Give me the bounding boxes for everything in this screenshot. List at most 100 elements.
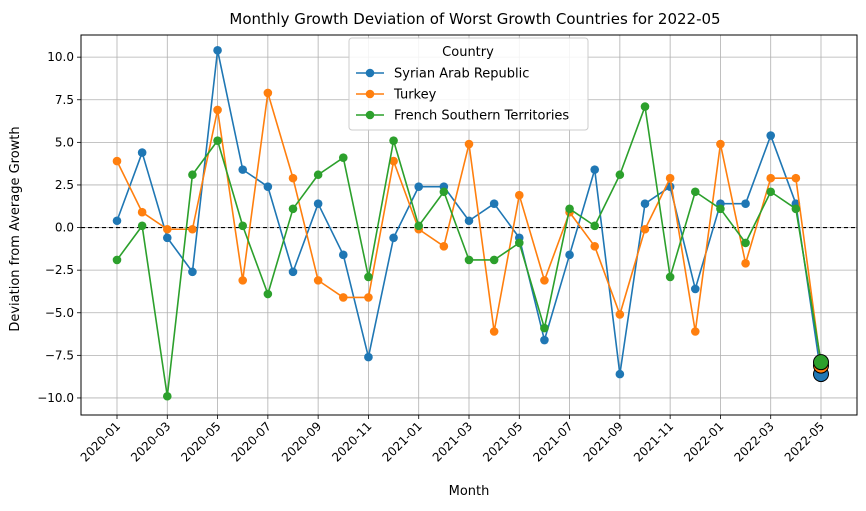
y-tick-label: 7.5 [55,93,74,107]
data-point [690,327,700,336]
data-point [640,102,650,111]
data-point [615,170,625,180]
y-tick-label: −10.0 [37,391,74,405]
data-point [414,221,424,231]
data-point [137,207,147,217]
data-point [615,310,625,319]
data-point [364,352,373,362]
data-point [590,165,600,174]
data-point [716,139,725,149]
data-point [791,173,801,183]
data-point [112,255,122,265]
y-tick-label: −2.5 [45,263,74,277]
data-point [112,156,122,166]
data-point [489,199,499,208]
legend-title: Country [442,45,494,60]
legend-label: Syrian Arab Republic [394,67,529,82]
y-tick-label: 2.5 [55,178,74,192]
legend-marker [365,68,375,78]
y-axis-ticks: −10.0 −7.5 −5.0 −2.5 0.0 2.5 5.0 7.5 10.0 [37,50,81,405]
y-tick-label: −7.5 [45,348,74,362]
data-point [791,204,801,214]
data-point [364,293,373,302]
data-point [137,221,147,231]
data-point [162,233,172,243]
data-point [464,139,474,149]
legend-entry: Turkey [356,88,437,103]
legend-entry: Syrian Arab Republic [356,67,529,82]
y-axis-label: Deviation from Average Growth [8,126,23,331]
data-point [263,88,273,98]
data-point [640,199,650,208]
data-point [313,276,323,285]
legend-marker [365,89,375,99]
legend-entry: French Southern Territories [356,109,569,124]
legend: Country Syrian Arab Republic Turkey French… [348,37,589,131]
data-point [288,267,298,277]
data-point [263,289,273,299]
data-point [665,272,675,282]
y-tick-label: 0.0 [55,221,74,235]
data-point [489,327,499,336]
data-point [514,238,524,248]
data-point [389,136,398,145]
data-point [540,276,549,285]
data-point [489,255,499,265]
legend-label: Turkey [393,88,437,103]
data-point [766,173,776,183]
data-point [238,276,248,285]
data-point [263,182,273,191]
data-point [439,242,449,251]
series-1 [112,88,826,370]
chart-title: Monthly Growth Deviation of Worst Growth… [229,10,720,28]
data-point [188,267,197,277]
data-point [338,250,348,260]
data-point [414,182,424,191]
data-point [238,221,248,231]
legend-marker [365,110,375,120]
data-point [213,136,222,145]
highlight-point [813,354,829,371]
data-point [716,204,725,214]
data-point [540,335,549,345]
data-point [112,216,122,226]
data-point [188,224,197,234]
legend-box [348,37,589,131]
data-point [615,369,625,379]
data-point [338,153,348,162]
data-point [665,173,675,183]
y-tick-label: 10.0 [47,50,74,64]
data-point [213,46,222,55]
series-2 [112,102,826,401]
series-0 [112,46,826,379]
data-point [741,259,750,268]
data-point [188,170,197,180]
data-point [766,131,776,140]
data-point [313,199,323,208]
data-point [162,224,172,234]
data-point [590,221,600,231]
data-point [690,187,700,197]
data-point [338,293,348,302]
data-point [162,391,172,401]
data-point [540,323,549,333]
data-point [464,255,474,265]
data-point [514,190,524,200]
highlight-layer [813,354,829,383]
y-tick-label: −5.0 [45,306,74,320]
data-point [288,173,298,183]
data-point [389,156,398,166]
data-point [741,199,750,208]
series-layer [112,46,826,401]
data-point [313,170,323,180]
data-point [364,272,373,282]
data-point [137,148,147,157]
data-point [389,233,398,243]
data-point [439,187,449,197]
data-point [690,284,700,294]
data-point [741,238,750,248]
data-point [565,204,574,214]
data-point [766,187,776,197]
data-point [238,165,248,174]
